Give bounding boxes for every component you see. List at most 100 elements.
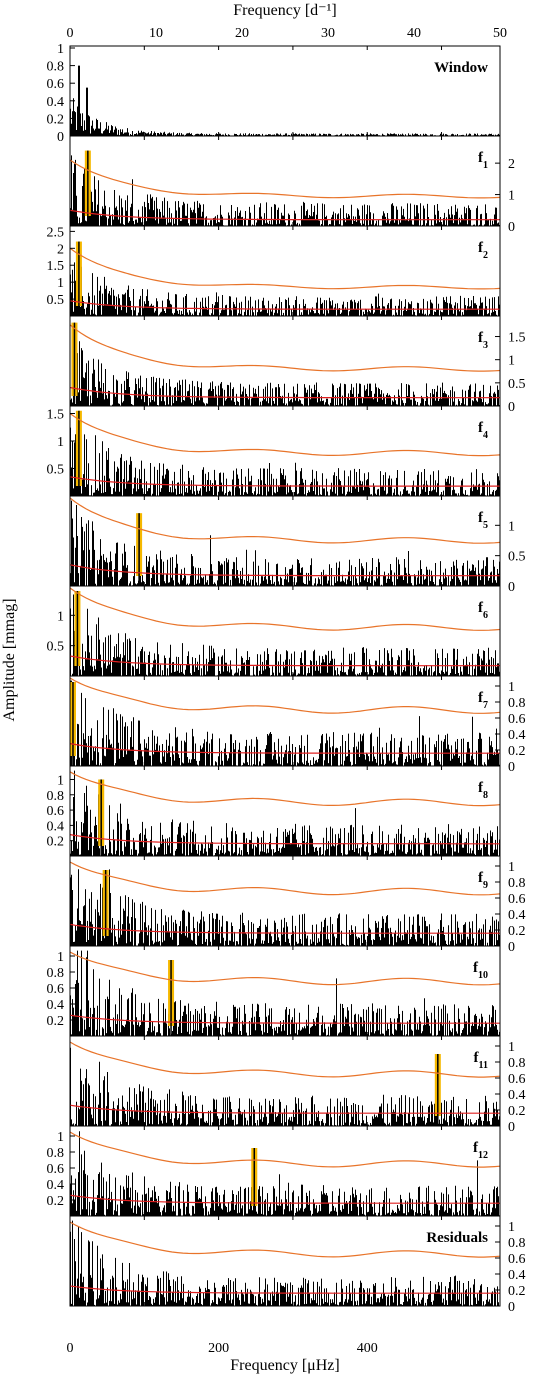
significance-curve bbox=[69, 159, 501, 199]
spectrum-bars bbox=[70, 594, 500, 676]
significance-curve bbox=[69, 247, 501, 290]
significance-curve bbox=[69, 771, 501, 807]
y-tick-label: 0.6 bbox=[47, 1162, 65, 1177]
y-tick-label: 0 bbox=[508, 1300, 515, 1315]
panel-label-main: f bbox=[478, 240, 484, 256]
top-tick-label: 10 bbox=[149, 26, 163, 41]
noise-curve bbox=[69, 923, 500, 934]
y-tick-label: 0 bbox=[57, 130, 64, 145]
y-tick-label: 1 bbox=[57, 1130, 64, 1145]
spectrum-bars bbox=[70, 259, 500, 316]
y-tick-label: 0.6 bbox=[508, 892, 526, 907]
panels-layer: 0 10 20 30 40 500 200 40000.20.40.60.81Window01… bbox=[47, 26, 526, 1356]
significance-curve bbox=[69, 1131, 501, 1168]
y-tick-label: 0.5 bbox=[47, 293, 65, 308]
y-tick-label: 1 bbox=[57, 773, 64, 788]
panel-label-sub: 1 bbox=[483, 160, 488, 171]
y-tick-label: 0 bbox=[508, 760, 515, 775]
y-tick-label: 1.5 bbox=[47, 259, 65, 274]
panel-5: 0.5 1 1.5 f4 bbox=[47, 405, 501, 497]
panel-label: f3 bbox=[478, 330, 488, 351]
panel-label-main: f bbox=[478, 330, 484, 346]
y-tick-label: 0 bbox=[508, 1120, 515, 1135]
significance-curve bbox=[69, 1041, 501, 1078]
panel-label-sub: 11 bbox=[479, 1060, 488, 1071]
spectrum-bars bbox=[70, 422, 500, 496]
noise-curve bbox=[69, 476, 500, 487]
panel-label: f11 bbox=[474, 1050, 488, 1071]
y-tick-label: 0.4 bbox=[47, 95, 65, 110]
y-tick-label: 1 bbox=[508, 1220, 515, 1235]
significance-curve bbox=[69, 324, 501, 372]
y-tick-label: 0.4 bbox=[508, 1268, 526, 1283]
panel-6: 0 0.5 1 f5 bbox=[69, 495, 526, 595]
y-tick-label: 0.2 bbox=[508, 1284, 526, 1299]
y-tick-label: 0.6 bbox=[508, 1252, 526, 1267]
panel-label: f5 bbox=[478, 510, 488, 531]
panel-4: 0 0.5 1 1.5 f3 bbox=[69, 315, 526, 415]
panel-10: 00.20.40.60.81 f9 bbox=[69, 855, 526, 955]
noise-curve bbox=[69, 743, 500, 754]
y-tick-label: 1.5 bbox=[508, 331, 526, 346]
panel-label-main: f bbox=[478, 150, 484, 166]
significance-curve bbox=[69, 1221, 501, 1258]
y-tick-label: 1 bbox=[508, 189, 515, 204]
y-tick-label: 1 bbox=[57, 950, 64, 965]
y-tick-label: 0.2 bbox=[508, 744, 526, 759]
y-tick-label: 0.2 bbox=[508, 1104, 526, 1119]
panel-14: 00.20.40.60.81 Residuals bbox=[69, 1215, 526, 1315]
significance-curve bbox=[69, 861, 501, 896]
y-tick-label: 0.8 bbox=[47, 966, 65, 981]
y-axis-label: Amplitude [mmag] bbox=[1, 598, 18, 721]
y-tick-label: 2 bbox=[508, 157, 515, 172]
y-tick-label: 1 bbox=[57, 42, 64, 57]
y-tick-label: 1.5 bbox=[47, 408, 65, 423]
panel-label: f4 bbox=[478, 420, 488, 441]
panel-label-sub: 7 bbox=[483, 700, 488, 711]
y-tick-label: 0.8 bbox=[508, 1236, 526, 1251]
y-tick-label: 1 bbox=[508, 519, 515, 534]
panel-label: Window bbox=[434, 60, 488, 76]
panel-label-sub: 6 bbox=[483, 610, 488, 621]
bottom-tick-label: 0 bbox=[67, 1341, 74, 1356]
y-tick-label: 0.5 bbox=[47, 463, 65, 478]
top-tick-label: 20 bbox=[235, 26, 249, 41]
noise-curve bbox=[69, 1014, 500, 1024]
noise-curve bbox=[69, 564, 500, 577]
panel-label: f6 bbox=[478, 600, 488, 621]
panel-label-main: f bbox=[478, 510, 484, 526]
y-tick-label: 0.5 bbox=[508, 550, 526, 565]
top-tick-label: 30 bbox=[321, 26, 335, 41]
y-tick-label: 0.6 bbox=[508, 712, 526, 727]
panel-label-sub: 4 bbox=[483, 430, 488, 441]
panel-label-main: f bbox=[478, 420, 484, 436]
y-tick-label: 0.4 bbox=[508, 908, 526, 923]
y-tick-label: 0.8 bbox=[508, 1056, 526, 1071]
noise-curve bbox=[69, 834, 500, 845]
panel-3: 0.511.522.5f2 bbox=[47, 225, 501, 317]
y-tick-label: 1 bbox=[57, 435, 64, 450]
y-tick-label: 0.4 bbox=[47, 998, 65, 1013]
y-tick-label: 1 bbox=[508, 1040, 515, 1055]
panel-label-main: f bbox=[478, 600, 484, 616]
spectrum-bars bbox=[70, 155, 500, 226]
noise-curve bbox=[69, 209, 500, 221]
noise-curve bbox=[69, 1194, 500, 1204]
y-tick-label: 0.6 bbox=[47, 804, 65, 819]
panel-label: f9 bbox=[478, 870, 488, 891]
y-tick-label: 0 bbox=[508, 580, 515, 595]
top-tick-label: 40 bbox=[407, 26, 421, 41]
spectrum-bars bbox=[70, 869, 500, 946]
panel-label: Residuals bbox=[426, 1230, 488, 1246]
bottom-tick-label: 400 bbox=[357, 1341, 378, 1356]
panel-label: f10 bbox=[473, 960, 488, 981]
y-tick-label: 0.4 bbox=[47, 819, 65, 834]
y-tick-label: 0 bbox=[508, 940, 515, 955]
significance-curve bbox=[69, 497, 501, 544]
spectrum-bars bbox=[70, 500, 500, 586]
panel-label-main: f bbox=[473, 960, 479, 976]
spectrum-bars bbox=[70, 65, 500, 136]
panel-1: 0 0.2 0.4 0.6 0.8 1 Window bbox=[47, 42, 501, 145]
bottom-tick-label: 200 bbox=[208, 1341, 229, 1356]
